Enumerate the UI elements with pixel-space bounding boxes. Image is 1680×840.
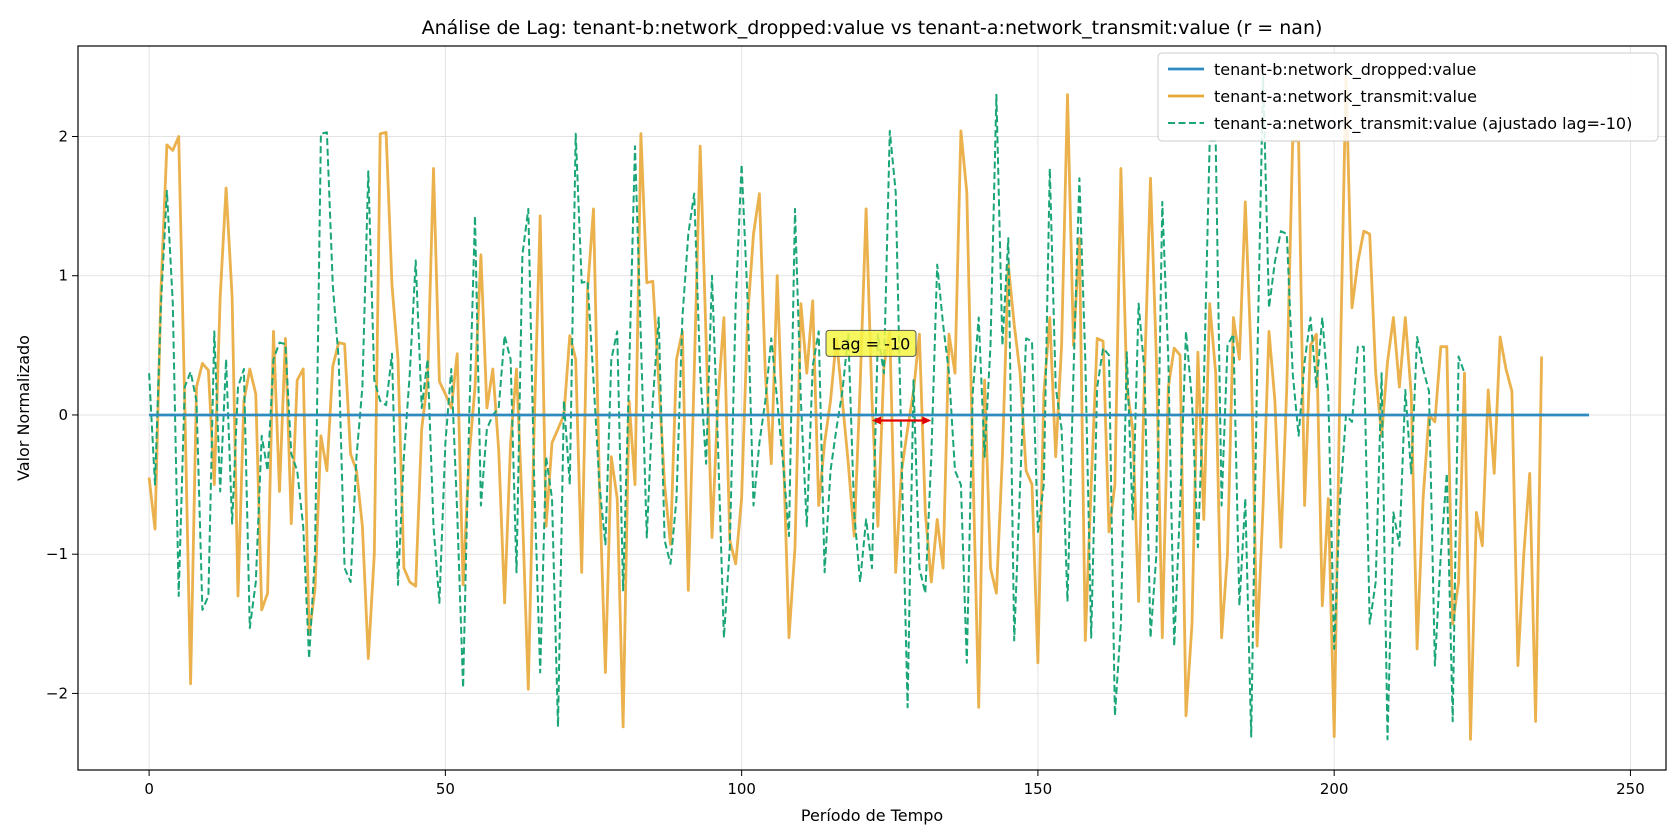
series-line-2 [147, 73, 1543, 741]
legend-box [1157, 52, 1659, 142]
legend: tenant-b:network_dropped:value tenant-a:n… [1157, 52, 1659, 142]
y-tick-label: 2 [58, 128, 68, 146]
x-tick-label: 50 [436, 780, 455, 798]
lag-arrow-head-left [872, 416, 881, 425]
y-tick-label: 1 [58, 267, 68, 285]
x-tick-label: 100 [727, 780, 756, 798]
x-tick-label: 200 [1320, 780, 1349, 798]
y-tick-label: −1 [46, 545, 68, 563]
x-tick-label: 0 [144, 780, 154, 798]
lag-arrow-head-right [922, 416, 932, 425]
plot-frame [77, 45, 1667, 771]
ticks: 0 50 100 150 200 250 −2 −1 0 1 2 [46, 128, 1645, 799]
series-line-3 [148, 74, 1466, 741]
legend-label: tenant-a:network_transmit:value (ajustad… [1214, 114, 1632, 134]
series-layer [147, 73, 1589, 741]
y-tick-label: 0 [58, 406, 68, 424]
lag-label: Lag = -10 [832, 334, 911, 353]
x-axis-title: Período de Tempo [801, 806, 943, 825]
y-tick-label: −2 [46, 684, 68, 702]
legend-label: tenant-b:network_dropped:value [1214, 60, 1476, 80]
lag-annotation: Lag = -10 [825, 329, 932, 425]
x-tick-label: 150 [1024, 780, 1053, 798]
y-axis-title: Valor Normalizado [14, 335, 33, 481]
x-tick-label: 250 [1616, 780, 1645, 798]
lag-label-box [825, 329, 917, 357]
chart-title: Análise de Lag: tenant-b:network_dropped… [422, 17, 1323, 39]
legend-label: tenant-a:network_transmit:value [1214, 87, 1477, 107]
